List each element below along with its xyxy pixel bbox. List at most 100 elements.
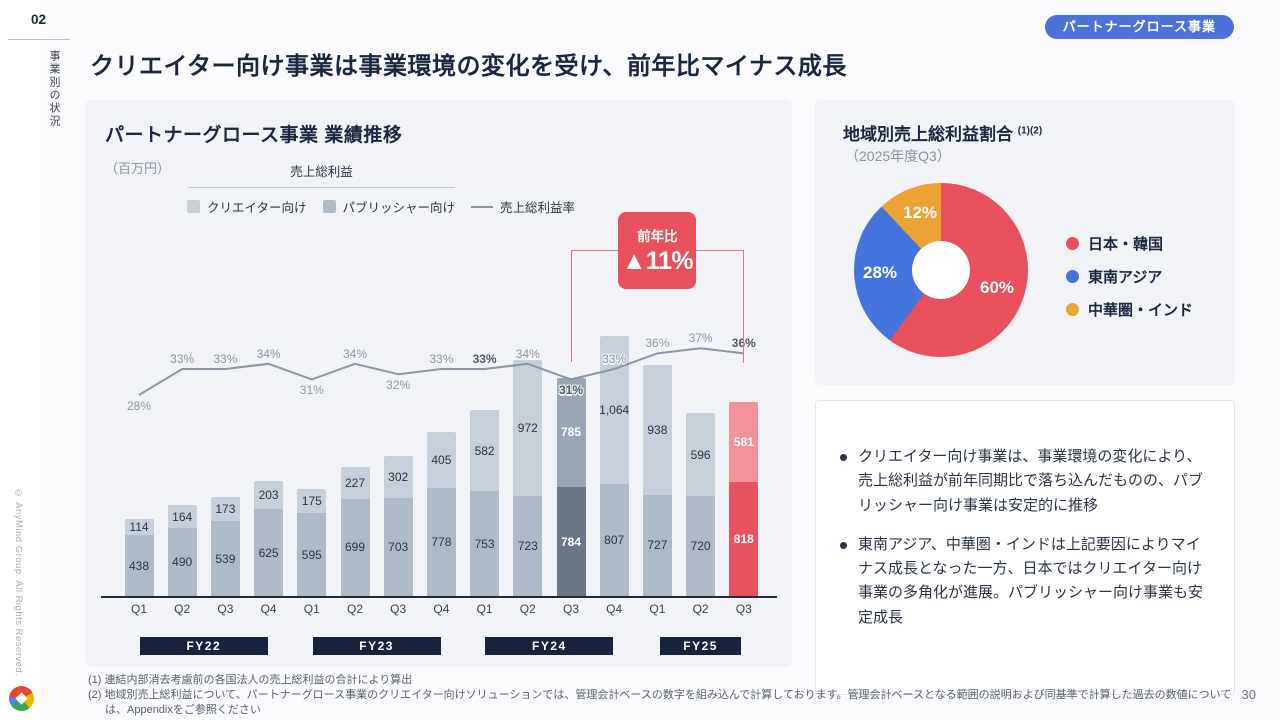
legend-label-rate: 売上総利益率 <box>500 201 576 215</box>
pie-chart-subtitle: （2025年度Q3） <box>845 148 951 164</box>
publisher-segment: 490 <box>167 527 197 596</box>
creator-segment: 302 <box>383 456 413 499</box>
quarter-label: Q4 <box>433 602 450 616</box>
yoy-callout-label: 前年比 <box>637 229 678 244</box>
publisher-segment: 727 <box>642 494 672 596</box>
rate-line-swatch-icon <box>471 205 494 208</box>
quarter-label: Q2 <box>692 602 709 616</box>
creator-segment: 581 <box>729 401 759 483</box>
quarter-label: Q2 <box>519 602 536 616</box>
creator-value: 582 <box>474 443 495 458</box>
publisher-value: 778 <box>431 534 452 549</box>
creator-value: 173 <box>215 502 236 517</box>
creator-segment: 972 <box>513 360 543 496</box>
legend-item-rate: 売上総利益率 <box>471 197 575 216</box>
pie-legend: 日本・韓国東南アジア中華圏・インド <box>1066 233 1193 332</box>
publisher-value: 727 <box>647 538 668 553</box>
quarter-label: Q3 <box>390 602 407 616</box>
left-rail <box>0 0 41 720</box>
publisher-segment: 778 <box>426 487 456 596</box>
segment-badge: パートナーグロース事業 <box>1044 15 1234 39</box>
creator-value: 1,064 <box>599 402 630 417</box>
slice-label: 60% <box>979 278 1015 297</box>
bar-stack: 203 625 <box>254 480 284 596</box>
donut-hole <box>912 241 970 299</box>
publisher-value: 703 <box>388 540 409 555</box>
quarter-label: Q3 <box>562 602 580 616</box>
pie-title-superscript: (1)(2) <box>1017 125 1043 137</box>
insight-item: クリエイター向け事業は、事業環境の変化により、売上総利益が前年同期比で落ち込んだ… <box>838 445 1210 518</box>
publisher-value: 438 <box>128 558 150 573</box>
pie-legend-label: 中華圏・インド <box>1088 302 1194 319</box>
donut-chart: 60% 28% 12% <box>854 183 1028 357</box>
creator-value: 785 <box>560 425 582 440</box>
slice-label: 28% <box>862 263 898 282</box>
footnote-1: (1) 連結内部消去考慮前の各国法人の売上総利益の合計により算出 <box>88 674 413 686</box>
bar-stack: 405 778 <box>426 431 456 596</box>
publisher-value: 539 <box>215 551 236 566</box>
rate-label: 36% <box>645 336 670 351</box>
pie-legend-item: 日本・韓国 <box>1066 233 1193 254</box>
publisher-value: 595 <box>301 547 322 562</box>
rate-label: 34% <box>342 346 368 361</box>
copyright-text: © AnyMind Group. All Rights Reserved. <box>13 488 24 677</box>
rate-label: 37% <box>688 331 713 346</box>
bar-stack: 302 703 <box>383 456 413 596</box>
bar-stack: 938 727 <box>642 364 672 596</box>
fiscal-year-band: FY24 <box>485 637 614 655</box>
publisher-value: 753 <box>474 536 495 551</box>
quarter-label: Q3 <box>217 602 234 616</box>
insight-item: 東南アジア、中華圏・インドは上記要因によりマイナス成長となった一方、日本ではクリ… <box>838 533 1210 630</box>
rate-label: 33% <box>472 352 497 366</box>
rate-label: 36% <box>731 336 756 351</box>
section-number: 02 <box>31 12 47 27</box>
rate-label: 34% <box>256 346 281 361</box>
rate-label: 28% <box>126 399 152 413</box>
creator-value: 164 <box>172 509 193 524</box>
quarter-label: Q4 <box>606 602 623 616</box>
bar-chart-legend: クリエイター向け パブリッシャー向け 売上総利益率 <box>187 197 575 216</box>
pie-legend-label: 東南アジア <box>1088 269 1163 286</box>
rate-label: 34% <box>515 346 540 361</box>
bar-stack: 1,064 807 <box>599 335 630 596</box>
footnotes: (1) 連結内部消去考慮前の各国法人の売上総利益の合計により算出 (2) 地域別… <box>88 673 1238 718</box>
creator-segment: 582 <box>470 410 500 492</box>
rate-label: 31% <box>299 383 324 398</box>
pie-chart-title: 地域別売上総利益割合 (1)(2) <box>843 120 1042 145</box>
publisher-segment: 438 <box>124 535 154 596</box>
unit-label: （百万円） <box>105 161 171 176</box>
yoy-bracket-right <box>742 250 744 363</box>
quarter-label: Q1 <box>476 602 493 616</box>
creator-segment: 114 <box>124 519 154 536</box>
creator-value: 114 <box>129 520 149 535</box>
insights-panel: クリエイター向け事業は、事業環境の変化により、売上総利益が前年同期比で落ち込んだ… <box>815 400 1235 695</box>
rate-label: 33% <box>213 352 238 366</box>
publisher-value: 490 <box>172 554 193 569</box>
legend-label-publisher: パブリッシャー向け <box>342 201 456 215</box>
page-title: クリエイター向け事業は事業環境の変化を受け、前年比マイナス成長 <box>90 53 847 80</box>
creator-segment: 938 <box>642 364 672 495</box>
creator-segment: 227 <box>340 467 370 499</box>
quarter-label: Q1 <box>303 602 320 616</box>
legend-item-publisher: パブリッシャー向け <box>322 197 456 216</box>
bar-chart-panel: パートナーグロース事業 業績推移 （百万円） 売上総利益 クリエイター向け パブ… <box>85 100 792 667</box>
pie-legend-label: 日本・韓国 <box>1088 236 1164 253</box>
pie-chart-panel: 地域別売上総利益割合 (1)(2) （2025年度Q3） 60% 28% 12% 日… <box>815 100 1235 385</box>
anymind-logo-icon <box>9 686 34 711</box>
publisher-segment: 784 <box>556 487 586 596</box>
fiscal-year-band: FY23 <box>312 637 441 655</box>
creator-segment: 173 <box>210 497 240 522</box>
bar-stack: 582 753 <box>470 410 500 596</box>
publisher-segment: 625 <box>254 509 284 596</box>
bar-stack: 175 595 <box>297 489 327 596</box>
creator-value: 938 <box>647 422 668 437</box>
publisher-value: 625 <box>258 545 279 560</box>
publisher-swatch-icon <box>322 200 336 213</box>
bar-stack: 785 784 <box>556 377 586 596</box>
pie-legend-item: 中華圏・インド <box>1066 299 1193 320</box>
publisher-segment: 539 <box>210 521 240 596</box>
bar-stack: 972 723 <box>513 360 543 596</box>
page-number: 30 <box>1241 687 1256 702</box>
publisher-value: 818 <box>733 532 754 547</box>
publisher-value: 720 <box>690 538 711 553</box>
